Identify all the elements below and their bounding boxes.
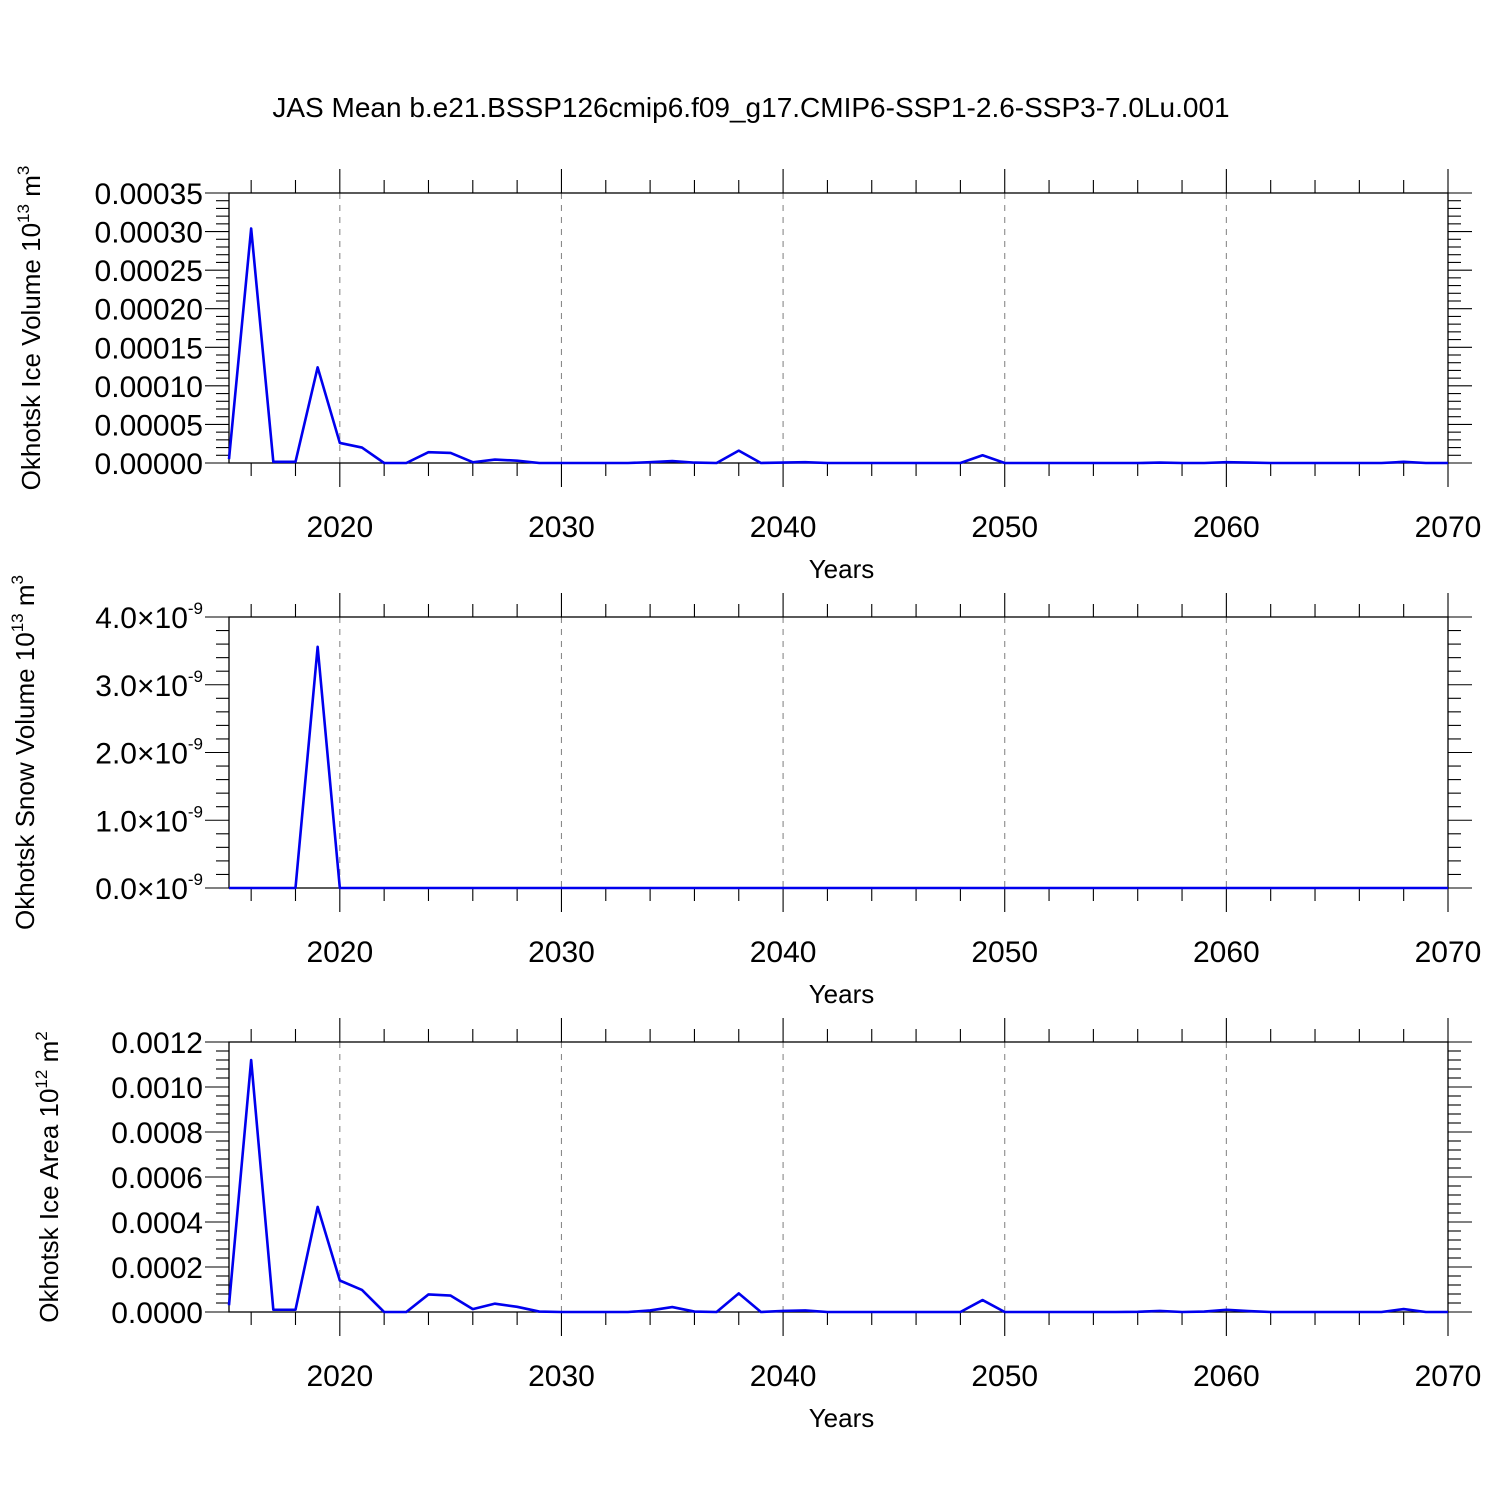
y-tick-label: 0.0012 (111, 1027, 203, 1060)
y-tick-times: ×10 (137, 602, 188, 635)
panel-3: 2020 2030 2040 2050 2060 2070 0.0000 0.0002 0.00… (32, 1018, 1481, 1433)
y-tick-exponent: -9 (188, 667, 203, 686)
y-tick-exponent: -9 (188, 870, 203, 889)
x-tick-label: 2040 (750, 936, 817, 969)
y-tick-label: 0.00015 (95, 332, 203, 365)
x-tick-label: 2050 (971, 511, 1038, 544)
x-tick-label: 2020 (306, 1360, 373, 1393)
y-tick-label: 0.0000 (111, 1297, 203, 1330)
y-label-unit: m (10, 584, 40, 613)
x-tick-label: 2050 (971, 1360, 1038, 1393)
x-axis-label: Years (809, 979, 875, 1009)
y-tick-label: 0.00010 (95, 371, 203, 404)
y-tick-label: 0.0006 (111, 1162, 203, 1195)
series-points (229, 1060, 1448, 1312)
series-line (229, 647, 1448, 888)
x-tick-label: 2040 (750, 1360, 817, 1393)
y-tick-label: 0.00020 (95, 294, 203, 327)
x-axis-label: Years (809, 554, 875, 584)
y-tick-mantissa: 0.0 (95, 873, 137, 906)
y-tick-label: 0.0002 (111, 1252, 203, 1285)
y-tick-label: 1.0×10-9 (95, 802, 203, 838)
y-label-unit-exponent: 2 (32, 1031, 51, 1040)
y-tick-mantissa: 3.0 (95, 670, 137, 703)
figure-title: JAS Mean b.e21.BSSP126cmip6.f09_g17.CMIP… (272, 92, 1229, 123)
plot-frame (229, 193, 1448, 463)
x-tick-label: 2030 (528, 1360, 595, 1393)
y-label-unit: m (16, 175, 46, 204)
y-axis-label: Okhotsk Snow Volume 1013 m3 (8, 575, 40, 930)
y-tick-label: 0.0004 (111, 1207, 203, 1240)
y-tick-label: 2.0×10-9 (95, 735, 203, 771)
panels: 2020 2030 2040 2050 2060 2070 0.00000 0.00005 0.… (8, 166, 1481, 1433)
y-label-exponent: 13 (8, 613, 27, 632)
x-tick-label: 2030 (528, 936, 595, 969)
y-label-unit-exponent: 3 (8, 575, 27, 584)
plot-frame (229, 617, 1448, 888)
y-axis-label: Okhotsk Ice Area 1012 m2 (32, 1031, 64, 1322)
x-tick-label: 2060 (1193, 936, 1260, 969)
y-label-exponent: 13 (14, 204, 33, 223)
series-points (229, 647, 1448, 888)
y-tick-times: ×10 (137, 738, 188, 771)
y-tick-label: 0.0010 (111, 1072, 203, 1105)
y-label-unit-exponent: 3 (14, 166, 33, 175)
y-tick-label: 0.00030 (95, 217, 203, 250)
series-points (229, 228, 1448, 463)
y-tick-label: 0.0008 (111, 1117, 203, 1150)
y-label-text: Okhotsk Ice Volume 10 (16, 223, 46, 490)
x-tick-label: 2020 (306, 936, 373, 969)
x-tick-label: 2060 (1193, 1360, 1260, 1393)
y-tick-times: ×10 (137, 670, 188, 703)
x-tick-label: 2030 (528, 511, 595, 544)
y-tick-times: ×10 (137, 805, 188, 838)
y-label-text: Okhotsk Snow Volume 10 (10, 632, 40, 930)
series-line (229, 228, 1448, 463)
y-tick-label: 0.00025 (95, 255, 203, 288)
x-tick-label: 2060 (1193, 511, 1260, 544)
x-axis-label: Years (809, 1403, 875, 1433)
y-label-unit: m (34, 1041, 64, 1070)
y-tick-exponent: -9 (188, 599, 203, 618)
y-tick-label: 0.00000 (95, 448, 203, 481)
y-tick-exponent: -9 (188, 802, 203, 821)
y-tick-mantissa: 1.0 (95, 805, 137, 838)
y-axis-label: Okhotsk Ice Volume 1013 m3 (14, 166, 46, 491)
plot-frame (229, 1042, 1448, 1312)
x-tick-label: 2070 (1415, 511, 1482, 544)
series-line (229, 1060, 1448, 1312)
x-tick-label: 2070 (1415, 1360, 1482, 1393)
y-label-exponent: 12 (32, 1070, 51, 1089)
x-tick-label: 2050 (971, 936, 1038, 969)
y-tick-exponent: -9 (188, 735, 203, 754)
y-tick-mantissa: 4.0 (95, 602, 137, 635)
x-tick-label: 2040 (750, 511, 817, 544)
x-tick-label: 2070 (1415, 936, 1482, 969)
x-tick-label: 2020 (306, 511, 373, 544)
y-tick-label: 3.0×10-9 (95, 667, 203, 703)
y-tick-label: 4.0×10-9 (95, 599, 203, 635)
y-tick-mantissa: 2.0 (95, 738, 137, 771)
y-tick-label: 0.00035 (95, 178, 203, 211)
y-tick-label: 0.0×10-9 (95, 870, 203, 906)
y-label-text: Okhotsk Ice Area 10 (34, 1089, 64, 1323)
panel-1: 2020 2030 2040 2050 2060 2070 0.00000 0.00005 0.… (14, 166, 1481, 584)
y-tick-label: 0.00005 (95, 409, 203, 442)
y-tick-times: ×10 (137, 873, 188, 906)
